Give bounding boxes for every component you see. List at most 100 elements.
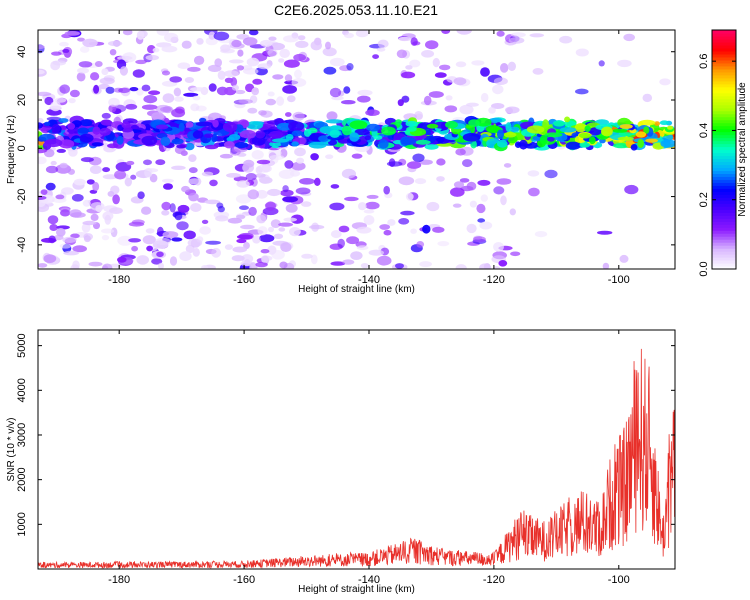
heatmap-noise-blob — [60, 209, 71, 217]
heatmap-noise-blob — [401, 71, 416, 79]
heatmap-noise-blob — [136, 255, 149, 265]
colorbar-segment — [712, 260, 736, 264]
heatmap-ridge-blob — [514, 141, 522, 148]
colorbar-segment — [712, 149, 736, 154]
heatmap-noise-blob — [295, 187, 311, 195]
heatmap-noise-blob — [94, 61, 103, 67]
heatmap-noise-blob — [269, 154, 285, 161]
heatmap-noise-blob — [109, 207, 123, 215]
heatmap-noise-blob — [199, 226, 211, 235]
heatmap-noise-blob — [78, 61, 93, 68]
heatmap-noise-blob — [410, 228, 417, 234]
heatmap-noise-blob — [143, 159, 152, 166]
heatmap-noise-blob — [452, 203, 462, 208]
heatmap-noise-blob — [122, 52, 137, 63]
heatmap-ridge-blob — [526, 125, 545, 134]
heatmap-panel: -180 -160 -140 -120 -100 -40 -20 0 20 40 Height of… — [6, 29, 676, 295]
heatmap-ridge-blob — [509, 126, 520, 132]
heatmap-noise-blob — [38, 199, 46, 208]
heatmap-noise-blob — [205, 36, 218, 46]
heatmap-noise-blob — [532, 68, 544, 75]
heatmap-noise-blob — [90, 202, 105, 211]
heatmap-ridge-blob — [497, 139, 508, 148]
colorbar-segment — [712, 257, 736, 261]
heatmap-noise-blob — [67, 168, 75, 175]
heatmap-noise-blob — [529, 33, 545, 38]
heatmap-noise-blob — [209, 179, 218, 187]
heatmap-noise-blob — [38, 69, 45, 75]
colorbar-segment — [712, 125, 736, 130]
heatmap-noise-blob — [265, 98, 276, 106]
heatmap-noise-blob — [38, 263, 48, 268]
heatmap-noise-blob — [90, 213, 99, 221]
heatmap-ridge-blob — [619, 124, 633, 129]
heatmap-noise-blob — [236, 234, 253, 240]
snr-x-tick-label: -140 — [358, 574, 380, 586]
heatmap-noise-blob — [188, 178, 202, 185]
heatmap-noise-blob — [161, 178, 174, 183]
heatmap-noise-blob — [93, 84, 100, 94]
heatmap-noise-blob — [363, 215, 375, 225]
colorbar-segment — [712, 92, 736, 97]
colorbar-segment — [712, 146, 736, 151]
colorbar-segment — [712, 113, 736, 118]
heatmap-noise-blob — [256, 159, 271, 165]
heatmap-noise-blob — [322, 47, 337, 57]
heatmap-ridge-blob — [121, 121, 131, 129]
heatmap-ridge-blob — [291, 141, 299, 147]
heatmap-noise-blob — [252, 235, 261, 244]
heatmap-noise-blob — [243, 159, 255, 168]
heatmap-noise-blob — [444, 105, 458, 113]
heatmap-ridge-blob — [660, 139, 675, 148]
heatmap-ridge-blob — [285, 133, 294, 141]
heatmap-noise-blob — [242, 37, 258, 46]
heatmap-noise-blob — [62, 48, 70, 53]
colorbar-segment — [712, 86, 736, 91]
heatmap-ridge-blob — [654, 121, 660, 126]
heatmap-noise-blob — [405, 192, 414, 201]
heatmap-noise-blob — [267, 188, 281, 197]
heatmap-noise-blob — [247, 189, 259, 200]
heatmap-noise-blob — [226, 173, 241, 178]
heatmap-ridge-blob — [174, 120, 189, 125]
colorbar-segment — [712, 68, 736, 73]
heatmap-noise-blob — [387, 219, 396, 226]
heatmap-noise-blob — [169, 256, 178, 266]
heatmap-noise-blob — [220, 48, 235, 54]
heatmap-noise-blob — [151, 258, 163, 265]
heatmap-noise-blob — [344, 196, 359, 202]
colorbar-tick-label: 0.6 — [698, 54, 710, 69]
heatmap-ridge-blob — [667, 125, 674, 130]
colorbar-segment — [712, 206, 736, 210]
heatmap-noise-blob — [259, 176, 273, 184]
heatmap-ridge-blob — [276, 122, 292, 131]
heatmap-noise-blob — [149, 173, 158, 183]
colorbar-segment — [712, 116, 736, 121]
heatmap-noise-blob — [441, 30, 451, 34]
snr-frame — [37, 329, 676, 570]
heatmap-noise-blob — [45, 182, 56, 191]
heatmap-ridge-blob — [246, 121, 264, 130]
heatmap-ridge-blob — [121, 126, 133, 133]
colorbar-segment — [712, 161, 736, 166]
heatmap-noise-blob — [437, 241, 450, 247]
heatmap-noise-blob — [192, 95, 201, 101]
heatmap-ridge-blob — [588, 136, 596, 145]
heatmap-noise-blob — [68, 98, 76, 104]
heatmap-noise-blob — [257, 226, 268, 236]
heatmap-noise-blob — [244, 259, 251, 266]
heatmap-noise-blob — [282, 185, 289, 193]
heatmap-noise-blob — [213, 31, 230, 41]
heatmap-noise-blob — [117, 256, 127, 263]
heatmap-ridge-blob — [204, 144, 219, 150]
heatmap-noise-blob — [376, 255, 392, 266]
heatmap-noise-blob — [181, 185, 190, 193]
heatmap-ridge-blob — [192, 130, 204, 139]
snr-y-tick-label: 1000 — [16, 512, 28, 536]
heatmap-noise-blob — [325, 154, 334, 159]
heatmap-noise-blob — [190, 87, 206, 92]
colorbar-segment — [712, 266, 736, 270]
colorbar-segment — [712, 44, 736, 49]
heatmap-noise-blob — [190, 103, 200, 112]
heatmap-noise-blob — [169, 76, 182, 83]
